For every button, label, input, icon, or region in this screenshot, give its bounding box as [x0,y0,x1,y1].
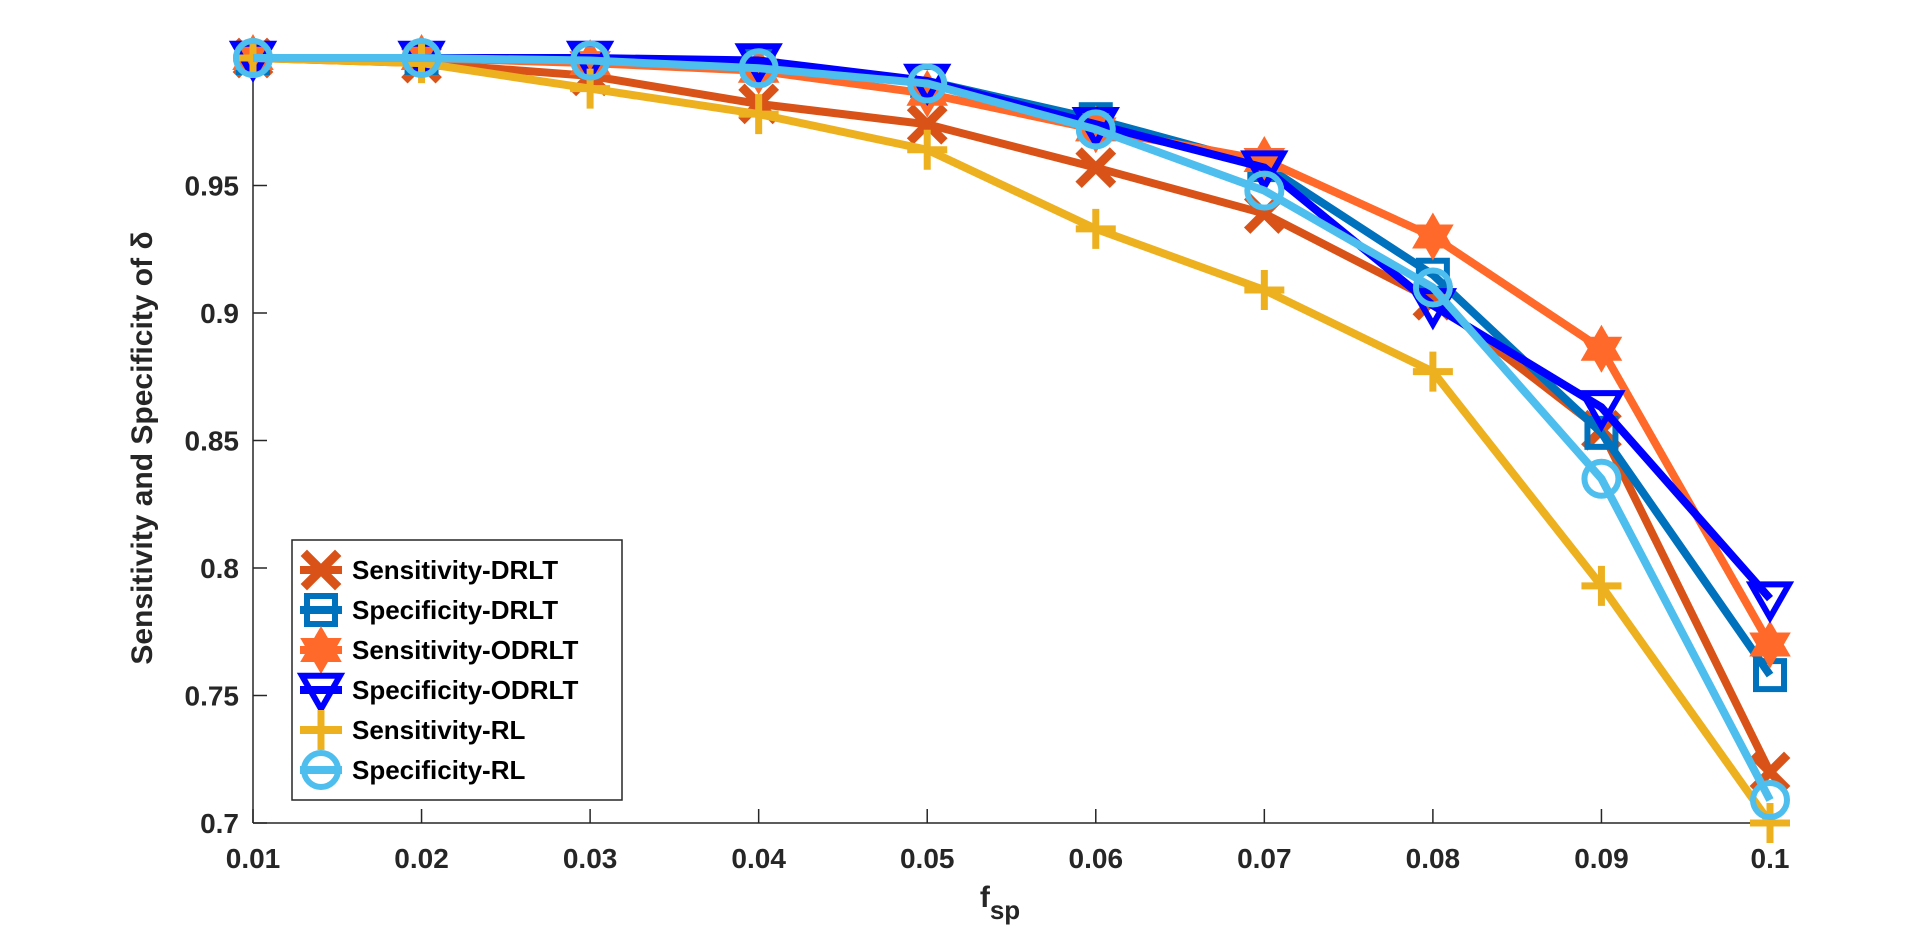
x-tick-label: 0.01 [226,843,281,874]
x-tick-label: 0.08 [1406,843,1461,874]
legend-item: Sensitivity-ODRLT [300,625,578,675]
data-point [401,38,442,78]
data-point [734,43,783,86]
series-line [252,54,1774,774]
series-line [253,54,1774,602]
legend-item: Sensitivity-DRLT [300,549,558,591]
data-point [907,129,948,170]
legend-label: Sensitivity-DRLT [352,555,558,585]
x-tick-label: 0.02 [394,843,449,874]
y-tick-label: 0.9 [200,298,239,329]
data-point [1577,390,1626,433]
legend-marker [301,750,341,790]
legend-box [291,539,623,801]
legend-marker [304,593,338,627]
legend-marker [300,549,342,591]
legend-label: Specificity-DRLT [352,595,558,625]
data-point [1412,267,1453,308]
data-point [1580,324,1623,373]
legend-label: Sensitivity-ODRLT [352,635,578,665]
series-specificity-rl [233,38,1790,821]
x-tick-label: 0.04 [731,843,786,874]
data-point [1075,109,1116,150]
data-point [1581,565,1622,606]
y-tick-label: 0.8 [200,553,239,584]
legend-marker [300,625,342,675]
data-point [907,63,948,104]
legend-label: Sensitivity-RL [352,715,525,745]
y-tick-label: 0.7 [200,808,239,839]
legend-marker [301,710,341,750]
legend-item: Specificity-RL [300,750,525,790]
series-line [253,54,1774,802]
data-point [1244,270,1285,311]
data-point [738,94,779,135]
x-tick-label: 0.05 [900,843,955,874]
x-axis-title-subscript: sp [990,895,1020,925]
data-point [1244,170,1285,211]
legend-label: Specificity-RL [352,755,525,785]
legend-item: Specificity-DRLT [300,593,558,627]
x-tick-label: 0.06 [1069,843,1124,874]
y-tick-label: 0.85 [185,426,240,457]
legend-marker [296,672,346,716]
data-point [1075,147,1117,189]
data-point [1745,581,1795,624]
data-point [738,48,779,89]
x-tick-label: 0.1 [1751,843,1790,874]
data-point [1412,351,1453,392]
data-point [233,38,273,78]
series-line [252,54,1774,826]
y-tick-label: 0.75 [185,681,240,712]
y-axis-title-text: Sensitivity and Specificity of δ [126,231,159,664]
data-point [1581,458,1622,499]
x-axis-title-main: f [980,881,991,914]
legend: Sensitivity-DRLT Specificity-DRLT Sensitiv… [291,539,623,801]
data-point [1750,803,1790,843]
data-point [1750,780,1790,821]
data-point [570,40,611,81]
data-point [1412,212,1454,261]
data-point [1075,208,1116,249]
x-tick-label: 0.09 [1574,843,1629,874]
legend-label: Specificity-ODRLT [352,675,578,705]
data-point [1749,620,1791,669]
series-layer [228,33,1795,843]
legend-item: Specificity-ODRLT [296,672,578,716]
data-point [1584,415,1619,450]
y-tick-label: 0.95 [185,171,240,202]
x-axis-title: fsp [980,881,1020,925]
y-axis-title: Sensitivity and Specificity of δ [126,231,159,664]
legend-item: Sensitivity-RL [300,710,525,750]
x-tick-label: 0.03 [563,843,618,874]
data-point [1240,150,1289,193]
data-point [906,103,948,145]
x-tick-label: 0.07 [1237,843,1292,874]
axes: 0.01 0.02 0.03 0.04 0.05 0.06 0.07 0.08 0.09 0.1 0… [185,58,1790,874]
